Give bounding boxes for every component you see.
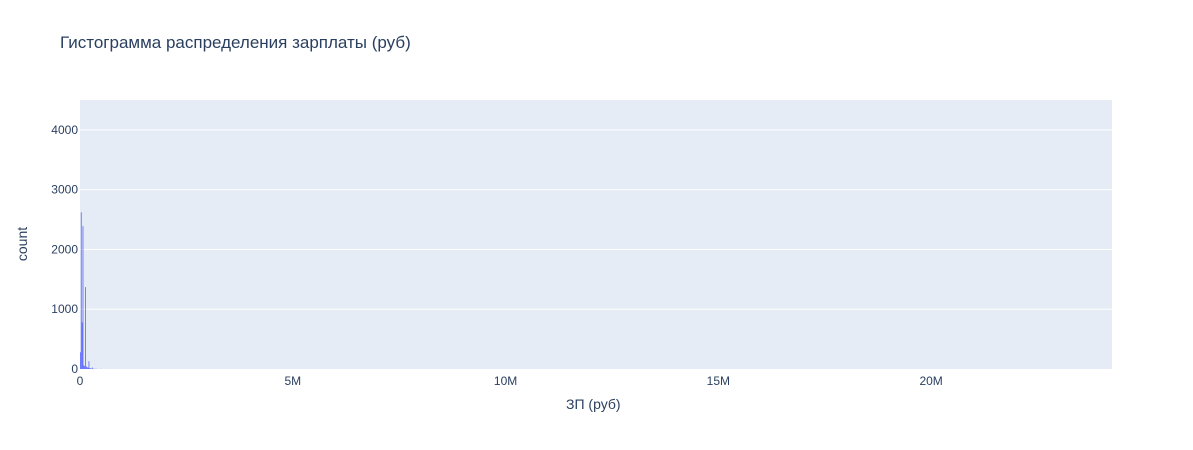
x-tick-labels: 0 5M 10M 15M 20M: [77, 374, 943, 388]
histogram-bar: [82, 226, 84, 369]
x-axis-title: ЗП (руб): [566, 396, 621, 412]
histogram-bar: [83, 365, 85, 369]
y-gridlines: [80, 129, 1112, 310]
histogram-bar: [90, 368, 92, 369]
chart-title: Гистограмма распределения зарплаты (руб): [60, 33, 411, 52]
histogram-bar: [84, 366, 86, 369]
y-tick-label: 1000: [51, 302, 78, 316]
x-tick-label: 20M: [919, 374, 942, 388]
histogram-bar: [89, 368, 91, 369]
y-tick-label: 0: [71, 362, 78, 376]
x-tick-label: 10M: [494, 374, 517, 388]
histogram-bar: [80, 352, 81, 369]
histogram-bar: [87, 367, 89, 369]
plot-background: [80, 100, 1112, 369]
x-tick-label: 15M: [707, 374, 730, 388]
histogram-bar: [80, 212, 82, 369]
x-tick-label: 0: [77, 374, 84, 388]
y-tick-label: 3000: [51, 183, 78, 197]
y-tick-label: 4000: [51, 123, 78, 137]
histogram-bar: [81, 322, 83, 369]
histogram-bar: [85, 287, 86, 369]
x-tick-label: 5M: [284, 374, 301, 388]
histogram-bar: [86, 367, 88, 369]
y-tick-labels: 0 1000 2000 3000 4000: [51, 123, 78, 376]
histogram-bar: [85, 366, 87, 369]
histogram-bar: [91, 367, 93, 369]
histogram-bar: [88, 361, 90, 369]
histogram-bars: [80, 212, 102, 369]
y-tick-label: 2000: [51, 242, 78, 256]
